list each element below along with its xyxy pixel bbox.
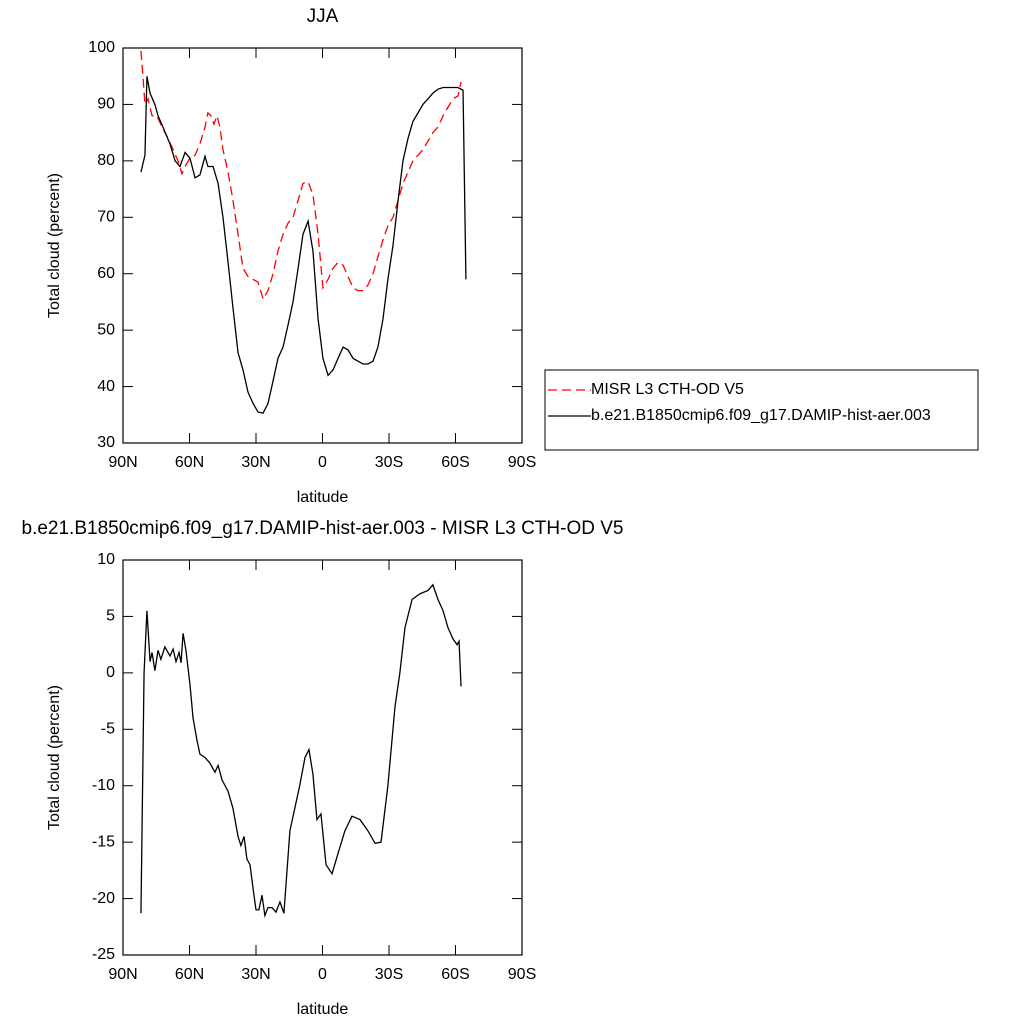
y-tick-label: 100 [88,39,115,56]
y-tick-label: 90 [97,96,115,113]
x-axis-label: latitude [297,489,349,506]
x-tick-label: 30N [241,966,270,983]
data-line [140,76,467,414]
y-tick-label: 5 [106,608,115,625]
x-tick-label: 30N [241,454,270,471]
y-tick-label: 70 [97,209,115,226]
x-tick-label: 60N [175,966,204,983]
y-tick-label: -5 [101,721,115,738]
x-tick-label: 0 [318,454,327,471]
x-tick-label: 60S [441,454,469,471]
y-tick-label: -15 [92,833,115,850]
x-axis-label: latitude [297,1001,349,1018]
plot-frame [122,559,523,956]
x-tick-label: 30S [375,454,403,471]
y-tick-label: 50 [97,321,115,338]
x-tick-label: 90S [508,454,536,471]
y-tick-label: 30 [97,434,115,451]
y-tick-label: -10 [92,777,115,794]
chart-title: b.e21.B1850cmip6.f09_g17.DAMIP-hist-aer.… [22,518,624,539]
y-tick-label: 60 [97,265,115,282]
legend-label: b.e21.B1850cmip6.f09_g17.DAMIP-hist-aer.… [591,407,931,424]
x-tick-label: 60S [441,966,469,983]
x-tick-label: 90N [108,966,137,983]
x-tick-label: 60N [175,454,204,471]
y-axis-label: Total cloud (percent) [46,173,63,318]
y-tick-label: -20 [92,890,115,907]
legend-box [544,369,979,451]
data-line [140,583,462,919]
legend-label: MISR L3 CTH-OD V5 [591,381,744,398]
plot-frame [122,47,523,444]
y-tick-label: 10 [97,551,115,568]
y-tick-label: 40 [97,378,115,395]
x-tick-label: 30S [375,966,403,983]
y-axis-label: Total cloud (percent) [46,685,63,830]
x-tick-label: 0 [318,966,327,983]
y-tick-label: 0 [106,664,115,681]
data-line [140,50,462,301]
x-tick-label: 90N [108,454,137,471]
y-tick-label: -25 [92,946,115,963]
y-tick-label: 80 [97,152,115,169]
chart-title: JJA [307,6,339,27]
x-tick-label: 90S [508,966,536,983]
